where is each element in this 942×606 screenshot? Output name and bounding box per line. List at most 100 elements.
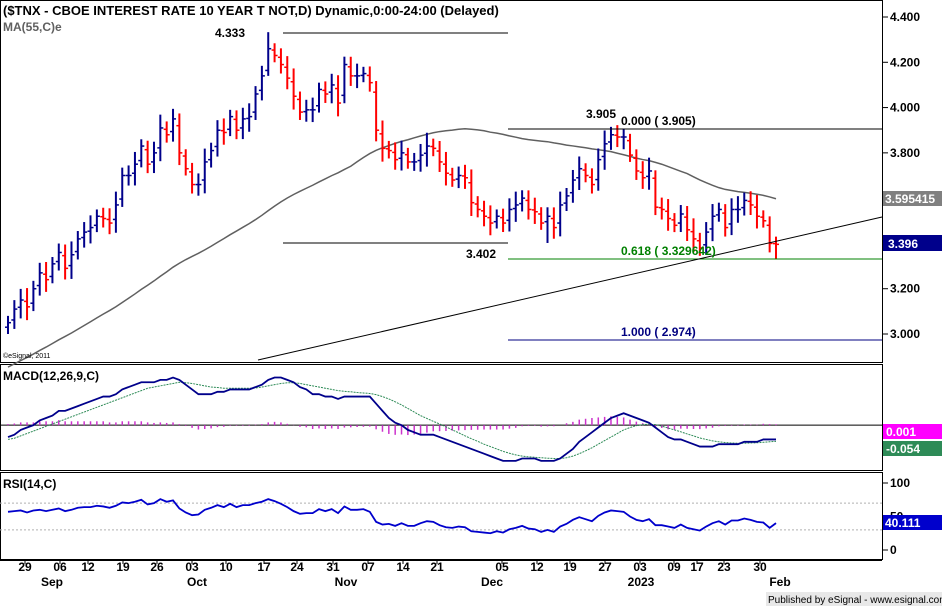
x-month-label: 2023	[628, 575, 655, 589]
ohlc-bar	[131, 151, 138, 186]
x-day-label: 05	[495, 560, 509, 574]
ohlc-bar	[715, 202, 722, 222]
ohlc-bar	[760, 210, 767, 228]
ohlc-bar	[544, 207, 551, 243]
ohlc-bar	[347, 56, 354, 86]
ohlc-bar	[512, 191, 519, 222]
ohlc-bar	[722, 204, 729, 237]
x-day-label: 03	[185, 560, 199, 574]
price-tick-label: 3.200	[890, 282, 920, 296]
ohlc-bar	[525, 190, 532, 220]
ohlc-bar	[30, 280, 37, 312]
ohlc-bar	[474, 196, 481, 218]
ohlc-bar	[163, 121, 170, 143]
x-day-label: 27	[598, 560, 612, 574]
macd-hist-badge	[883, 424, 942, 439]
ohlc-bar	[404, 147, 411, 169]
ohlc-bar	[227, 109, 234, 137]
ohlc-bar	[468, 169, 475, 216]
x-day-label: 19	[116, 560, 130, 574]
ohlc-bar	[493, 209, 500, 229]
ohlc-bar	[411, 152, 418, 171]
annotation-low: 3.402	[466, 247, 496, 261]
ohlc-bar	[627, 133, 634, 162]
ohlc-bar	[538, 207, 545, 230]
ohlc-bar	[144, 140, 151, 174]
ohlc-bar	[588, 168, 595, 194]
ohlc-bar	[531, 197, 538, 224]
rsi-line	[7, 498, 777, 535]
ohlc-bar	[5, 315, 11, 334]
ohlc-bar	[569, 169, 576, 203]
ohlc-bar	[436, 140, 443, 172]
ohlc-bar	[398, 140, 405, 171]
price-tick-label: 4.400	[890, 10, 920, 24]
fib-618-label: 0.618 ( 3.329642)	[621, 244, 716, 258]
ma-value-badge	[883, 191, 942, 206]
moving-average-line	[7, 127, 777, 368]
ohlc-bar	[233, 110, 240, 140]
ohlc-bar	[252, 86, 259, 120]
rsi-tick-label: 100	[890, 476, 910, 490]
x-day-label: 30	[753, 560, 767, 574]
x-month-label: Dec	[481, 575, 503, 589]
ohlc-bar	[189, 162, 196, 194]
ohlc-bar	[658, 197, 665, 220]
rsi-value-badge	[883, 515, 942, 530]
ohlc-bar	[87, 215, 94, 244]
ohlc-bar	[741, 192, 748, 216]
ohlc-bar	[487, 205, 494, 236]
ohlc-bar	[11, 300, 18, 329]
ohlc-bar	[309, 97, 316, 123]
ma-label: MA(55,C)e	[3, 20, 62, 34]
ohlc-bar	[106, 208, 113, 235]
x-day-label: 21	[430, 560, 444, 574]
ohlc-bar	[62, 244, 69, 280]
x-day-label: 23	[717, 560, 731, 574]
macd-hist-value: 0.001	[886, 425, 916, 439]
footer-credit: Published by eSignal - www.esignal.com	[768, 595, 942, 606]
ohlc-bar	[201, 148, 208, 194]
rsi-label: RSI(14,C)	[3, 477, 56, 491]
ohlc-bar	[633, 149, 640, 180]
macd-signal-line	[7, 381, 777, 459]
watermark: ©eSignal, 2011	[3, 352, 51, 360]
x-day-label: 12	[530, 560, 544, 574]
ohlc-bar	[220, 118, 227, 145]
ohlc-bar	[195, 173, 202, 196]
ohlc-bar	[652, 170, 659, 216]
x-month-label: Oct	[187, 575, 207, 589]
ohlc-bar	[595, 148, 602, 191]
ohlc-bar	[557, 191, 564, 237]
price-tick-label: 3.800	[890, 146, 920, 160]
price-tick-label: 3.000	[890, 327, 920, 341]
ohlc-bar	[150, 141, 157, 174]
ohlc-bar	[258, 65, 265, 101]
fib-0-label: 0.000 ( 3.905)	[621, 114, 696, 128]
ohlc-bar	[734, 196, 741, 223]
current-value-label: 3.396	[888, 237, 918, 251]
x-day-label: 29	[18, 560, 32, 574]
ohlc-bar	[646, 157, 653, 190]
ohlc-bar	[284, 56, 291, 90]
ohlc-bar	[360, 66, 367, 83]
ohlc-bar	[239, 107, 246, 140]
ohlc-bar	[328, 73, 335, 104]
ohlc-bar	[81, 222, 88, 248]
ohlc-bar	[417, 143, 424, 172]
ohlc-bar	[728, 198, 735, 236]
rsi-value-label: 40.111	[885, 516, 921, 530]
ohlc-bar	[277, 48, 284, 74]
x-day-label: 10	[219, 560, 233, 574]
x-day-label: 17	[690, 560, 704, 574]
x-day-label: 17	[257, 560, 271, 574]
ohlc-bar	[296, 91, 303, 120]
rsi-tick-label: 0	[890, 543, 897, 557]
x-day-label: 31	[326, 560, 340, 574]
ohlc-bar	[157, 114, 164, 162]
x-day-label: 09	[667, 560, 681, 574]
x-day-label: 14	[396, 560, 410, 574]
ohlc-bar	[373, 81, 380, 142]
ohlc-bar	[430, 138, 437, 157]
macd-signal-badge	[883, 441, 942, 456]
